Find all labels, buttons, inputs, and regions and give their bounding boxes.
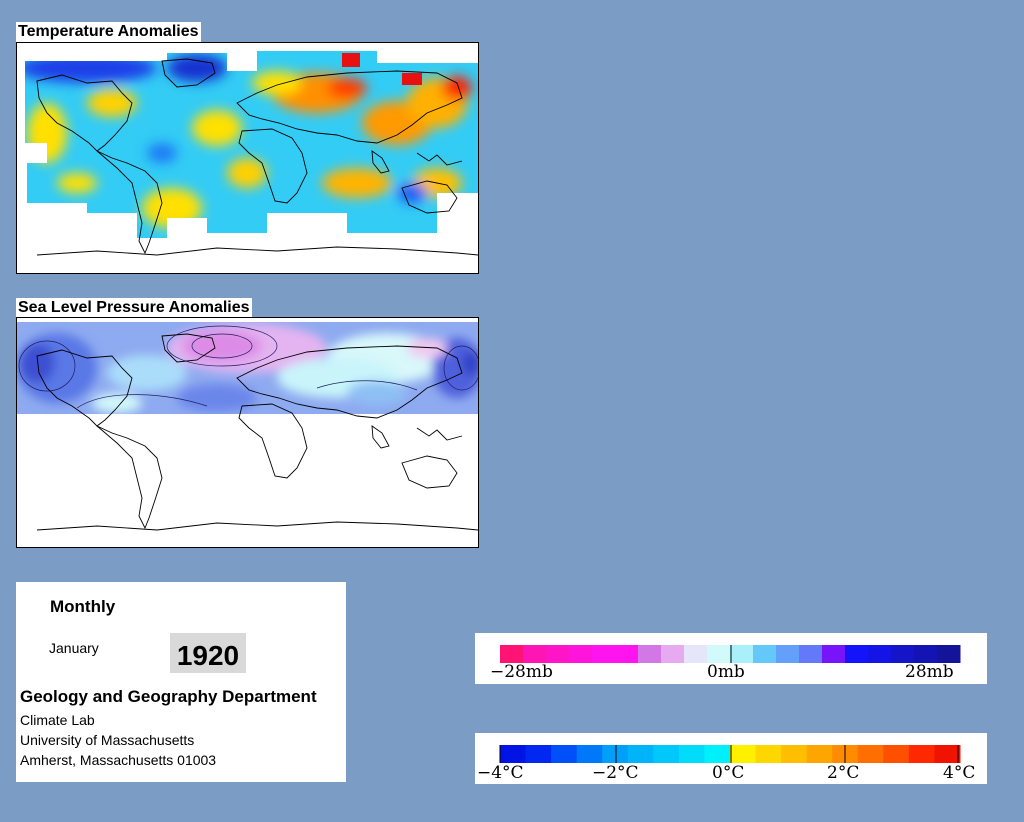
temperature-anomaly-map xyxy=(16,42,479,274)
period-label: Monthly xyxy=(50,597,116,616)
coastline-outlines xyxy=(36,333,478,531)
pressure-scale-swatch xyxy=(523,645,547,663)
temperature-tick-zero: 0°C xyxy=(712,763,744,783)
pressure-scale-swatch xyxy=(845,645,869,663)
pressure-scale-swatch xyxy=(753,645,777,663)
pressure-scale-swatch xyxy=(799,645,823,663)
temperature-scale-swatch xyxy=(857,745,884,763)
pressure-scale-swatch xyxy=(546,645,570,663)
temperature-tick-minus4: −4°C xyxy=(477,763,524,783)
lab-name: Climate Lab xyxy=(20,712,95,728)
coastline-outlines xyxy=(36,58,478,256)
pressure-scale-swatch xyxy=(638,645,662,663)
pressure-scale-swatch xyxy=(914,645,938,663)
temperature-scale-swatch xyxy=(755,745,782,763)
pressure-tick-min: −28mb xyxy=(490,662,553,682)
pressure-legend: −28mb 0mb 28mb xyxy=(475,633,987,684)
pressure-anomaly-field xyxy=(17,318,478,547)
temperature-legend: −4°C −2°C 0°C 2°C 4°C xyxy=(475,733,987,784)
temperature-scale-swatch xyxy=(525,745,552,763)
temperature-tick-plus2: 2°C xyxy=(827,763,859,783)
temperature-scale-swatch xyxy=(551,745,578,763)
university-name: University of Massachusetts xyxy=(20,732,195,748)
temperature-scale-swatch xyxy=(883,745,910,763)
department-name: Geology and Geography Department xyxy=(20,687,317,706)
pressure-scale-swatch xyxy=(822,645,846,663)
month-label: January xyxy=(49,640,99,656)
pressure-scale-swatch xyxy=(569,645,593,663)
temperature-scale-swatch xyxy=(678,745,705,763)
pressure-scale-swatch xyxy=(615,645,639,663)
address: Amherst, Massachusetts 01003 xyxy=(20,752,217,768)
pressure-scale-swatch xyxy=(592,645,616,663)
pressure-map-title: Sea Level Pressure Anomalies xyxy=(16,298,252,318)
pressure-scale-swatch xyxy=(661,645,685,663)
pressure-scale-swatch xyxy=(891,645,915,663)
pressure-tick-zero: 0mb xyxy=(707,662,745,682)
pressure-scale-swatch xyxy=(730,645,754,663)
temperature-scale-swatch xyxy=(576,745,603,763)
pressure-scale-swatch xyxy=(500,645,524,663)
temperature-tick-minus2: −2°C xyxy=(592,763,639,783)
temperature-scale-swatch xyxy=(730,745,757,763)
pressure-scale-swatch xyxy=(707,645,731,663)
temperature-map-title: Temperature Anomalies xyxy=(16,22,201,42)
pressure-tick-max: 28mb xyxy=(905,662,954,682)
temperature-scale-swatch xyxy=(653,745,680,763)
year-label: 1920 xyxy=(170,633,246,673)
temperature-scale-swatch xyxy=(934,745,961,763)
info-panel: Monthly January 1920 Geology and Geograp… xyxy=(16,582,346,782)
temperature-scale-swatch xyxy=(602,745,629,763)
pressure-scale-swatch xyxy=(937,645,961,663)
temperature-scale-swatch xyxy=(627,745,654,763)
pressure-scale-swatch xyxy=(684,645,708,663)
temperature-anomaly-field xyxy=(17,43,478,273)
temperature-scale-swatch xyxy=(781,745,808,763)
temperature-tick-plus4: 4°C xyxy=(943,763,975,783)
pressure-scale-swatch xyxy=(868,645,892,663)
pressure-color-scale xyxy=(500,645,961,663)
temperature-color-scale xyxy=(499,745,961,763)
temperature-scale-swatch xyxy=(704,745,731,763)
temperature-scale-swatch xyxy=(500,745,527,763)
pressure-anomaly-map xyxy=(16,317,479,548)
temperature-scale-swatch xyxy=(806,745,833,763)
pressure-contours xyxy=(18,325,478,409)
pressure-scale-swatch xyxy=(776,645,800,663)
temperature-scale-swatch xyxy=(908,745,935,763)
